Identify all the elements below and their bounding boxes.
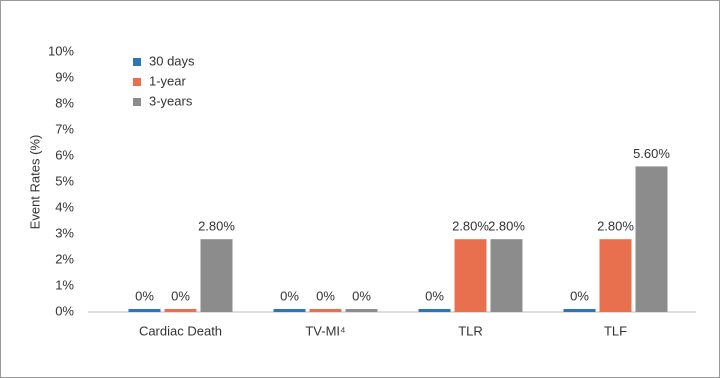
y-tick-label: 1% [55, 277, 74, 292]
y-tick-label: 10% [48, 43, 74, 58]
bar [490, 239, 523, 312]
value-label: 2.80% [597, 219, 634, 234]
y-tick-label: 4% [55, 199, 74, 214]
bar [200, 239, 233, 312]
y-tick-label: 5% [55, 173, 74, 188]
bar [345, 309, 378, 312]
y-tick-label: 0% [55, 303, 74, 318]
y-tick-label: 7% [55, 121, 74, 136]
x-tick-label: TV-MI⁴ [305, 323, 345, 338]
bar [273, 309, 306, 312]
legend-swatch [133, 58, 141, 66]
value-label: 2.80% [488, 219, 525, 234]
bar [599, 239, 632, 312]
x-tick-label: TLR [458, 323, 483, 338]
legend-label: 1-year [149, 73, 187, 88]
y-tick-label: 2% [55, 251, 74, 266]
bar [454, 239, 487, 312]
bar [164, 309, 197, 312]
y-tick-label: 6% [55, 147, 74, 162]
value-label: 5.60% [633, 146, 670, 161]
bar [635, 166, 668, 312]
value-label: 0% [352, 288, 371, 303]
legend-swatch [133, 98, 141, 106]
x-tick-label: TLF [604, 323, 627, 338]
legend-label: 30 days [149, 53, 195, 68]
legend-label: 3-years [149, 93, 193, 108]
bar [128, 309, 161, 312]
value-label: 2.80% [452, 219, 489, 234]
bar [309, 309, 342, 312]
y-tick-label: 8% [55, 95, 74, 110]
bar [563, 309, 596, 312]
value-label: 0% [316, 288, 335, 303]
value-label: 0% [425, 288, 444, 303]
x-tick-label: Cardiac Death [139, 323, 222, 338]
y-tick-label: 9% [55, 69, 74, 84]
bar [418, 309, 451, 312]
value-label: 0% [135, 288, 154, 303]
value-label: 0% [570, 288, 589, 303]
y-tick-label: 3% [55, 225, 74, 240]
value-label: 0% [171, 288, 190, 303]
y-axis-label: Event Rates (%) [27, 135, 42, 230]
value-label: 0% [280, 288, 299, 303]
value-label: 2.80% [198, 219, 235, 234]
legend-swatch [133, 78, 141, 86]
